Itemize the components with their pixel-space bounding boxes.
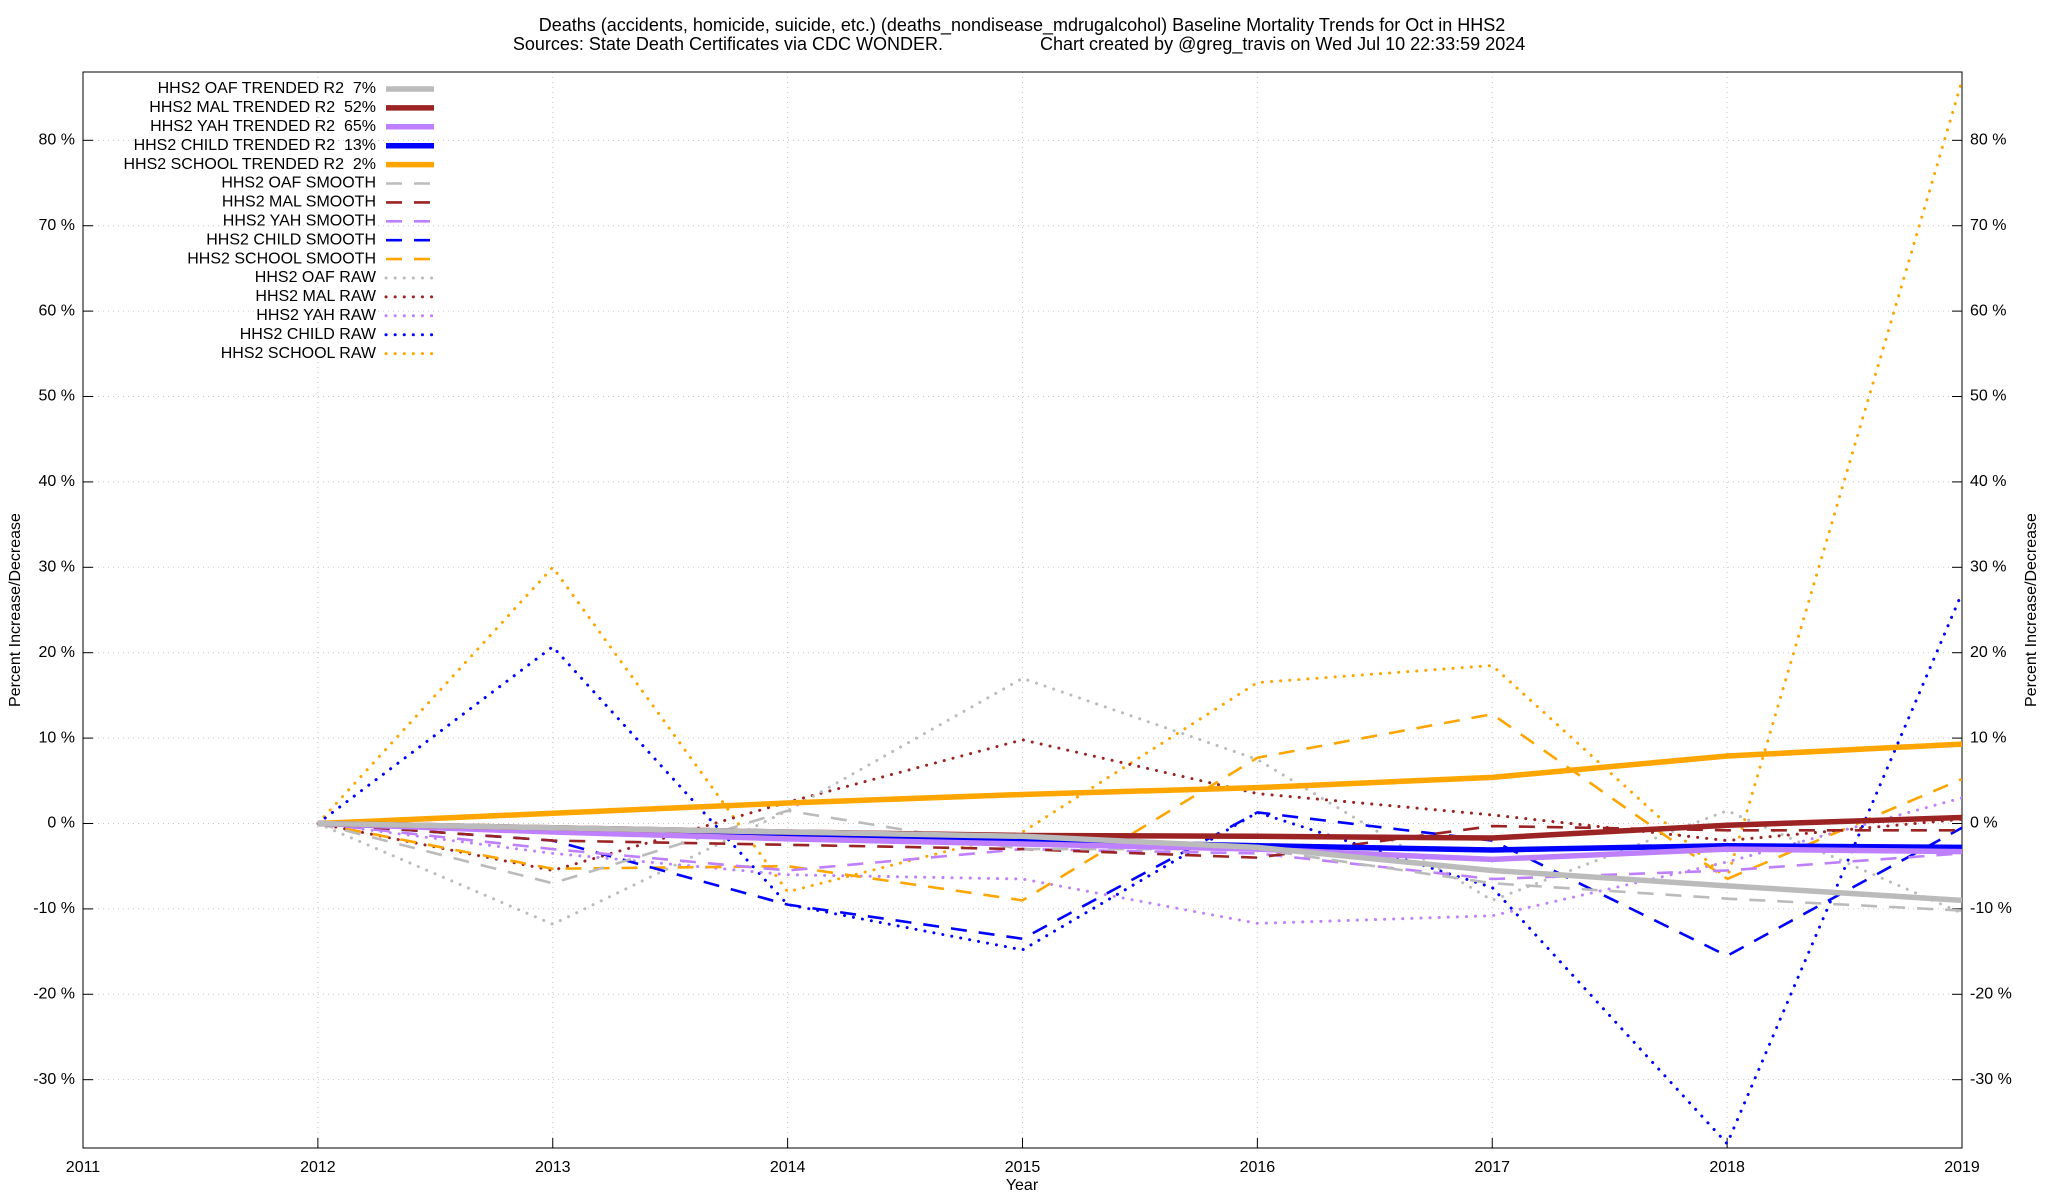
legend-label: HHS2 SCHOOL SMOOTH bbox=[187, 250, 376, 267]
y2-tick-label: 40 % bbox=[1970, 473, 2006, 490]
y2-tick-label: 60 % bbox=[1970, 302, 2006, 319]
y2-tick-label: -20 % bbox=[1970, 986, 2012, 1003]
legend-label: HHS2 SCHOOL TRENDED R2 2% bbox=[123, 156, 376, 173]
y-tick-label: -10 % bbox=[33, 900, 75, 917]
chart-source: Sources: State Death Certificates via CD… bbox=[513, 34, 943, 54]
y2-tick-label: 30 % bbox=[1970, 559, 2006, 576]
y-tick-label: 80 % bbox=[39, 132, 75, 149]
y-tick-label: 30 % bbox=[39, 559, 75, 576]
y-tick-label: 70 % bbox=[39, 217, 75, 234]
series-line bbox=[317, 822, 1962, 881]
y2-tick-label: 80 % bbox=[1970, 132, 2006, 149]
legend-label: HHS2 YAH TRENDED R2 65% bbox=[150, 118, 376, 135]
y-axis-label: Percent Increase/Decrease bbox=[7, 513, 24, 707]
y-tick-label: 20 % bbox=[39, 644, 75, 661]
y-tick-label: -30 % bbox=[33, 1071, 75, 1088]
y2-tick-label: 20 % bbox=[1970, 644, 2006, 661]
chart-credit: Chart created by @greg_travis on Wed Jul… bbox=[1040, 34, 1525, 55]
x-tick-label: 2014 bbox=[770, 1159, 806, 1176]
y-tick-label: 10 % bbox=[39, 729, 75, 746]
x-tick-label: 2016 bbox=[1240, 1159, 1276, 1176]
series-line bbox=[316, 676, 1962, 926]
legend-label: HHS2 OAF SMOOTH bbox=[221, 175, 376, 192]
series-line bbox=[316, 738, 1962, 872]
y2-tick-label: 70 % bbox=[1970, 217, 2006, 234]
chart-title: Deaths (accidents, homicide, suicide, et… bbox=[539, 15, 1505, 36]
y2-tick-label: -30 % bbox=[1970, 1071, 2012, 1088]
y2-axis-label: Percent Increase/Decrease bbox=[2023, 513, 2040, 707]
y2-tick-label: 0 % bbox=[1970, 815, 1998, 832]
x-tick-label: 2013 bbox=[535, 1159, 571, 1176]
legend-label: HHS2 OAF TRENDED R2 7% bbox=[158, 80, 376, 97]
y2-tick-label: -10 % bbox=[1970, 900, 2012, 917]
x-tick-label: 2012 bbox=[300, 1159, 336, 1176]
legend-label: HHS2 MAL SMOOTH bbox=[222, 194, 376, 211]
y-tick-label: 60 % bbox=[39, 302, 75, 319]
y2-tick-label: 50 % bbox=[1970, 388, 2006, 405]
series-line bbox=[317, 811, 1962, 958]
series-line bbox=[317, 820, 1962, 863]
x-tick-label: 2015 bbox=[1005, 1159, 1041, 1176]
y-tick-label: 50 % bbox=[39, 388, 75, 405]
series-line bbox=[316, 79, 1962, 894]
legend-label: HHS2 MAL TRENDED R2 52% bbox=[149, 99, 376, 116]
plot-frame bbox=[82, 71, 1963, 1149]
legend-label: HHS2 CHILD SMOOTH bbox=[206, 231, 376, 248]
legend-label: HHS2 SCHOOL RAW bbox=[221, 345, 377, 362]
y-tick-label: -20 % bbox=[33, 986, 75, 1003]
x-axis-label: Year bbox=[1006, 1177, 1039, 1194]
x-tick-label: 2017 bbox=[1474, 1159, 1510, 1176]
series-line bbox=[317, 741, 1962, 827]
y2-tick-label: 10 % bbox=[1970, 729, 2006, 746]
legend-label: HHS2 MAL RAW bbox=[255, 288, 377, 305]
series-line bbox=[316, 591, 1962, 1146]
y-tick-label: 0 % bbox=[47, 815, 75, 832]
legend-label: HHS2 CHILD RAW bbox=[240, 326, 377, 343]
x-tick-label: 2019 bbox=[1944, 1159, 1980, 1176]
legend-label: HHS2 OAF RAW bbox=[255, 269, 377, 286]
x-tick-label: 2018 bbox=[1709, 1159, 1745, 1176]
legend-label: HHS2 YAH RAW bbox=[256, 307, 377, 324]
y-tick-label: 40 % bbox=[39, 473, 75, 490]
x-tick-label: 2011 bbox=[66, 1159, 101, 1176]
series-line bbox=[317, 820, 1962, 904]
legend-label: HHS2 CHILD TRENDED R2 13% bbox=[134, 137, 376, 154]
legend-label: HHS2 YAH SMOOTH bbox=[223, 213, 376, 230]
